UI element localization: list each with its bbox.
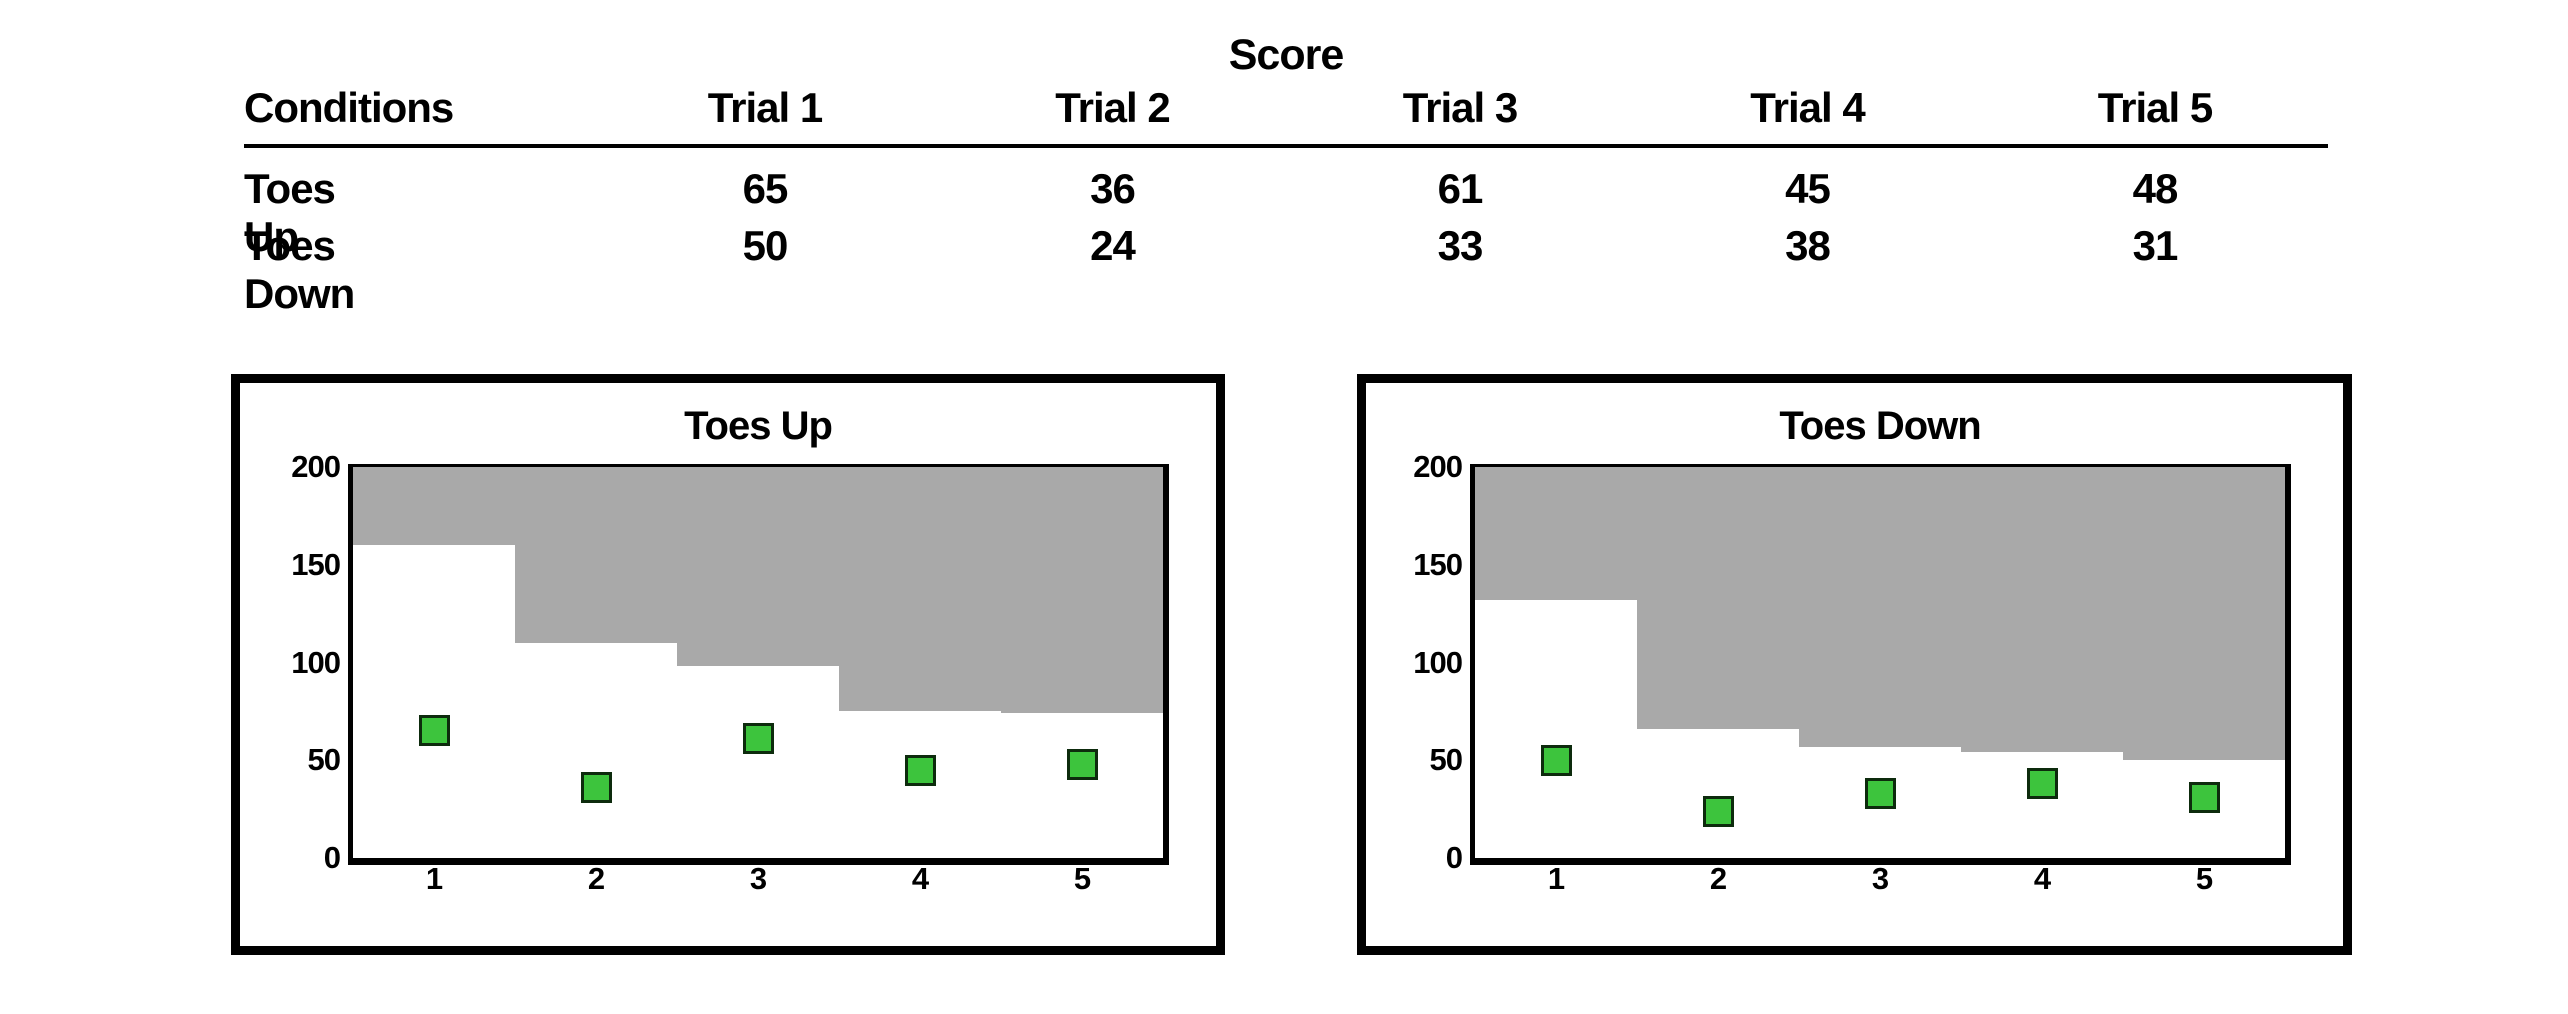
column-header-trial-3: Trial 3 [1402, 84, 1518, 131]
x-tick-label: 4 [2033, 861, 2051, 896]
y-tick-label: 50 [307, 742, 341, 778]
x-tick-label: 5 [2195, 861, 2213, 896]
y-tick-label: 200 [1413, 449, 1463, 484]
column-header-conditions: Conditions [244, 84, 454, 131]
cell-value: 65 [742, 165, 789, 212]
y-tick-label: 150 [1413, 546, 1463, 582]
y-tick-label: 200 [291, 449, 341, 484]
criterion-band-step [353, 467, 515, 546]
score-marker [2026, 768, 2058, 800]
cell-value: 48 [2132, 165, 2179, 212]
column-header-trial-2: Trial 2 [1055, 84, 1170, 131]
criterion-band-step [677, 467, 839, 667]
cell-value: 38 [1785, 222, 1831, 269]
cell-value: 50 [742, 222, 789, 269]
chart-title: Toes Down [1779, 404, 1981, 448]
table-rule [244, 144, 2328, 148]
criterion-band-step [2123, 467, 2285, 761]
column-header-trial-4: Trial 4 [1750, 84, 1865, 131]
y-tick-label: 100 [291, 644, 341, 680]
x-tick-label: 3 [1871, 861, 1889, 896]
cell-value: 33 [1437, 222, 1484, 269]
criterion-band-step [515, 467, 677, 643]
x-tick-label: 1 [1547, 861, 1565, 896]
score-marker [418, 715, 450, 747]
column-header-trial-5: Trial 5 [2097, 84, 2213, 131]
y-tick-label: 0 [323, 840, 341, 875]
x-tick-label: 4 [911, 861, 929, 896]
chart-title: Toes Up [684, 404, 833, 448]
criterion-band-step [1961, 467, 2123, 753]
table-title: Score [1228, 31, 1345, 79]
criterion-band-step [1799, 467, 1961, 747]
plot-area [1470, 464, 2291, 865]
criterion-band-step [839, 467, 1001, 712]
x-tick-label: 2 [587, 861, 605, 896]
row-label: Toes Up [244, 165, 336, 260]
score-marker [1702, 795, 1734, 827]
row-label: Toes Down [244, 222, 355, 317]
y-tick-label: 50 [1429, 742, 1463, 778]
x-tick-label: 1 [425, 861, 443, 896]
y-tick-label: 100 [1413, 644, 1463, 680]
column-header-trial-1: Trial 1 [707, 84, 823, 131]
x-tick-label: 2 [1709, 861, 1727, 896]
plot-area [348, 464, 1169, 865]
criterion-band-step [1637, 467, 1799, 729]
score-marker [742, 723, 774, 755]
score-marker [1864, 778, 1896, 809]
criterion-band-step [1001, 467, 1163, 714]
x-tick-label: 3 [749, 861, 767, 896]
y-tick-label: 150 [291, 546, 341, 582]
x-tick-label: 5 [1073, 861, 1091, 896]
cell-value: 31 [2132, 222, 2179, 269]
cell-value: 45 [1785, 165, 1831, 212]
criterion-band-step [1475, 467, 1637, 600]
cell-value: 36 [1090, 165, 1136, 212]
score-marker [580, 772, 612, 804]
y-tick-label: 0 [1445, 840, 1463, 875]
score-marker [1540, 744, 1572, 776]
score-marker [1066, 748, 1098, 780]
score-marker [904, 754, 936, 786]
score-marker [2188, 781, 2220, 813]
cell-value: 61 [1437, 165, 1484, 212]
cell-value: 24 [1090, 222, 1136, 269]
